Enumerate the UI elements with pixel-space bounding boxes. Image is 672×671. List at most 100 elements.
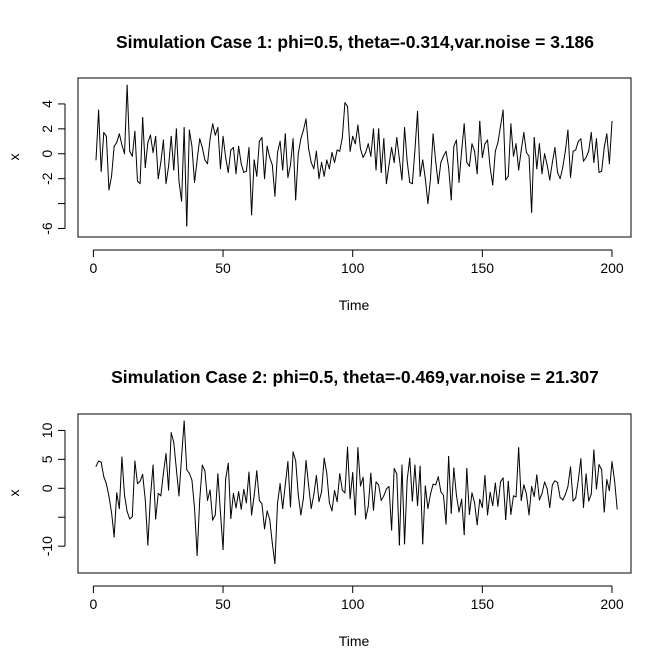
series-line-segment xyxy=(349,472,354,500)
series-line-segment xyxy=(590,132,595,163)
series-line-segment xyxy=(429,483,434,495)
series-line-segment xyxy=(471,492,476,504)
series-line-segment xyxy=(544,153,548,166)
plot-panel-2: Simulation Case 2: phi=0.5, theta=-0.469… xyxy=(6,367,632,649)
plot-panel-1: Simulation Case 1: phi=0.5, theta=-0.314… xyxy=(6,32,632,313)
series-line-segment xyxy=(264,145,268,180)
series-line-segment xyxy=(305,118,310,150)
series-line-segment xyxy=(445,150,450,168)
series-line-segment xyxy=(375,481,380,486)
series-line-segment xyxy=(207,138,211,165)
series-line-segment xyxy=(219,135,224,170)
series-line-segment xyxy=(380,138,385,173)
series-line-segment xyxy=(336,473,341,503)
x-tick-label: 200 xyxy=(600,260,624,276)
series-line-segment xyxy=(614,480,618,510)
chart-title-2: Simulation Case 2: phi=0.5, theta=-0.469… xyxy=(111,367,599,387)
series-line-segment xyxy=(461,498,465,536)
x-tick-label: 100 xyxy=(341,596,365,612)
series-line-segment xyxy=(388,486,393,531)
series-line-segment xyxy=(523,484,527,495)
x-tick-label: 150 xyxy=(471,596,495,612)
series-line-segment xyxy=(481,475,486,508)
series-line-segment xyxy=(282,133,286,171)
series-line-segment xyxy=(227,149,232,173)
series-line-segment xyxy=(445,455,450,525)
series-line-segment xyxy=(269,157,273,166)
series-line-segment xyxy=(199,138,203,149)
series-line-segment xyxy=(595,138,600,173)
series-line-segment xyxy=(606,133,610,165)
series-line-segment xyxy=(310,494,315,510)
series-line-segment xyxy=(313,150,317,170)
series-line-segment xyxy=(546,164,551,181)
series-line-segment xyxy=(347,105,351,152)
series-line-segment xyxy=(463,123,468,163)
series-line-segment xyxy=(497,125,501,144)
series-line-segment xyxy=(232,493,237,509)
series-line-segment xyxy=(261,137,266,180)
series-line-segment xyxy=(269,519,273,544)
series-line-segment xyxy=(313,475,317,496)
series-line-segment xyxy=(238,145,242,165)
series-line-segment xyxy=(375,128,380,171)
series-line-segment xyxy=(378,128,382,173)
series-line-segment xyxy=(100,132,105,172)
series-line-segment xyxy=(598,464,603,471)
series-line-segment xyxy=(295,460,299,496)
series-line-segment xyxy=(186,129,190,227)
series-line-segment xyxy=(546,488,551,508)
series-line-segment xyxy=(168,135,172,167)
series-line-segment xyxy=(603,133,608,149)
series-line-segment xyxy=(157,161,162,180)
series-line-segment xyxy=(554,147,559,173)
series-line-segment xyxy=(362,476,367,520)
series-line-segment xyxy=(406,160,411,183)
series-line-segment xyxy=(308,484,312,510)
series-line-segment xyxy=(372,128,377,171)
series-line-segment xyxy=(419,465,424,545)
series-line-segment xyxy=(305,460,310,486)
x-tick-label: 0 xyxy=(90,260,98,276)
series-line-segment xyxy=(380,495,385,501)
series-line-segment xyxy=(523,132,527,154)
series-line-segment xyxy=(266,145,271,158)
series-line-segment xyxy=(476,498,481,526)
series-line-segment xyxy=(344,102,349,107)
series-line-segment xyxy=(334,149,338,163)
series-line-segment xyxy=(235,491,240,509)
series-line-segment xyxy=(191,145,196,183)
series-line-segment xyxy=(603,479,608,513)
series-line-segment xyxy=(173,442,177,470)
series-line-segment xyxy=(385,164,390,185)
series-line-segment xyxy=(300,129,304,140)
series-line-segment xyxy=(442,150,447,157)
y-tick-label: 0 xyxy=(39,150,55,158)
series-line-segment xyxy=(372,481,377,511)
series-line-segment xyxy=(204,470,208,501)
series-line-segment xyxy=(282,484,286,510)
series-line-segment xyxy=(108,495,113,514)
series-line-segment xyxy=(528,486,533,516)
series-line-segment xyxy=(541,153,546,175)
series-line-segment xyxy=(536,143,540,170)
series-line-segment xyxy=(116,492,120,510)
series-line-segment xyxy=(562,494,566,501)
series-line-segment xyxy=(188,472,193,481)
series-line-segment xyxy=(520,132,525,151)
series-line-segment xyxy=(544,481,548,490)
series-line-segment xyxy=(549,161,553,181)
series-line-segment xyxy=(113,142,118,147)
series-line-segment xyxy=(567,466,572,488)
series-line-segment xyxy=(585,150,590,158)
series-line-segment xyxy=(118,456,123,510)
series-line-segment xyxy=(502,477,507,521)
series-line-segment xyxy=(525,152,530,157)
series-line-segment xyxy=(279,483,284,510)
series-line-segment xyxy=(209,123,214,140)
series-line-segment xyxy=(481,143,486,158)
series-line-segment xyxy=(494,142,499,152)
series-line-segment xyxy=(165,453,170,491)
series-line-segment xyxy=(334,490,338,503)
